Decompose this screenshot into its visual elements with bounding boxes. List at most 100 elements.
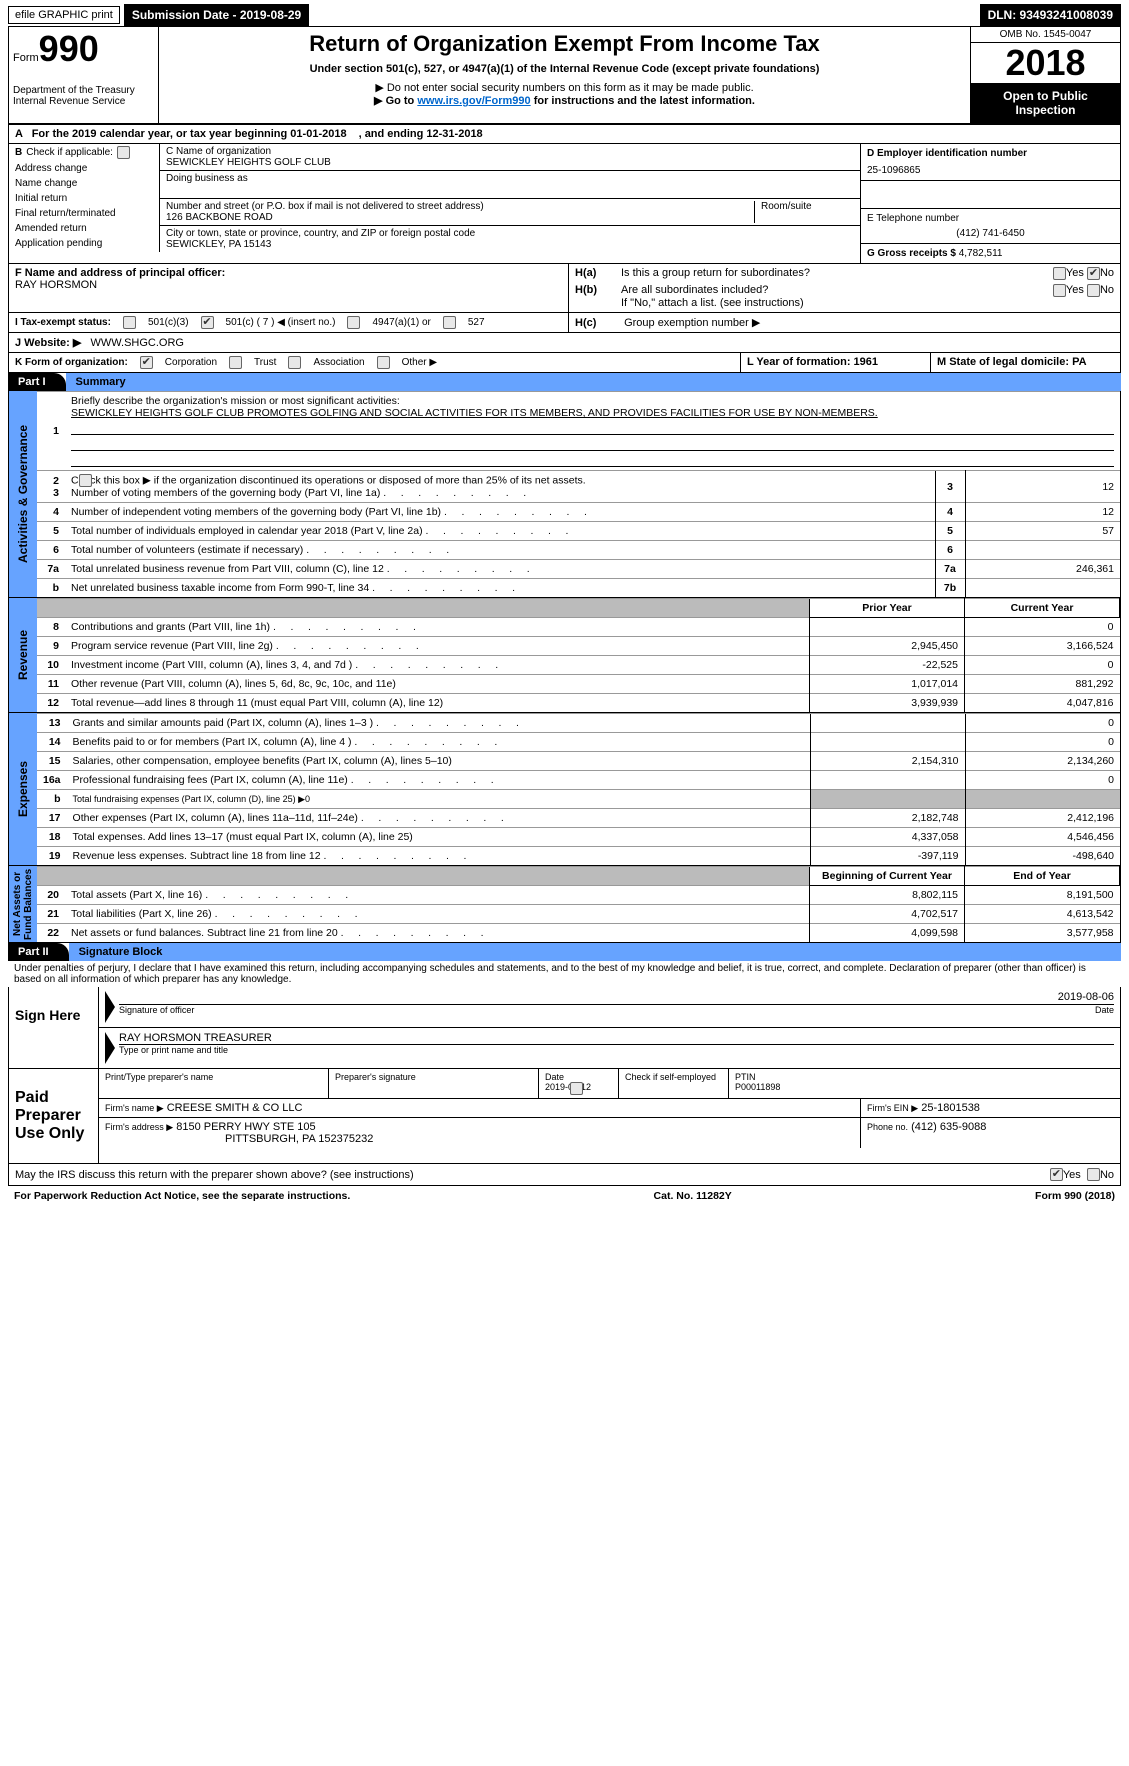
line-17-text: Other expenses (Part IX, column (A), lin… bbox=[73, 812, 504, 824]
check-amended: Amended return bbox=[15, 223, 87, 234]
line-2-checkbox[interactable] bbox=[79, 474, 92, 487]
no-label: No bbox=[1100, 267, 1114, 280]
line-5-text: Total number of individuals employed in … bbox=[71, 525, 568, 537]
line-1-label: Briefly describe the organization's miss… bbox=[71, 395, 400, 407]
form-title: Return of Organization Exempt From Incom… bbox=[169, 31, 960, 57]
501c-checkbox[interactable] bbox=[201, 316, 214, 329]
line-7b-text: Net unrelated business taxable income fr… bbox=[71, 582, 515, 594]
line-21-text: Total liabilities (Part X, line 26) bbox=[71, 908, 358, 920]
check-initial-return: Initial return bbox=[15, 193, 67, 204]
field-e-value: (412) 741-6450 bbox=[867, 228, 1114, 239]
field-street-label: Number and street (or P.O. box if mail i… bbox=[166, 201, 754, 212]
line-11-text: Other revenue (Part VIII, column (A), li… bbox=[71, 678, 396, 690]
h-a-yes-checkbox[interactable] bbox=[1053, 267, 1066, 280]
h-b-yes-checkbox[interactable] bbox=[1053, 284, 1066, 297]
line-8-text: Contributions and grants (Part VIII, lin… bbox=[71, 621, 416, 633]
line-a-ending: , and ending 12-31-2018 bbox=[353, 125, 489, 143]
field-g-label: G Gross receipts $ bbox=[867, 248, 956, 259]
irs-link[interactable]: www.irs.gov/Form990 bbox=[417, 95, 530, 107]
sign-here-label: Sign Here bbox=[9, 987, 99, 1068]
goto-suffix: for instructions and the latest informat… bbox=[531, 95, 755, 107]
h-a-text: Is this a group return for subordinates? bbox=[621, 267, 1053, 280]
sign-arrow-icon-2 bbox=[105, 1032, 115, 1064]
field-street-value: 126 BACKBONE ROAD bbox=[166, 212, 754, 223]
field-e-label: E Telephone number bbox=[867, 213, 1114, 224]
check-pending: Application pending bbox=[15, 238, 102, 249]
field-c-label: C Name of organization bbox=[166, 146, 854, 157]
firm-addr-value: 8150 PERRY HWY STE 105 bbox=[176, 1121, 315, 1133]
h-c-label: H(c) bbox=[575, 317, 621, 329]
line-16a-text: Professional fundraising fees (Part IX, … bbox=[73, 774, 494, 786]
submission-date-box: Submission Date - 2019-08-29 bbox=[124, 4, 309, 26]
trust-checkbox[interactable] bbox=[229, 356, 242, 369]
sig-officer-label: Signature of officer bbox=[119, 1005, 1095, 1015]
part-i-tab: Part I bbox=[8, 373, 66, 391]
discuss-yes-checkbox[interactable] bbox=[1050, 1168, 1063, 1181]
ptin-label: PTIN bbox=[735, 1072, 756, 1082]
h-b-no-checkbox[interactable] bbox=[1087, 284, 1100, 297]
firm-ein-label: Firm's EIN ▶ bbox=[867, 1103, 918, 1113]
h-a-label: H(a) bbox=[575, 267, 621, 280]
firm-name-value: CREESE SMITH & CO LLC bbox=[167, 1102, 303, 1114]
current-year-header: Current Year bbox=[965, 599, 1120, 618]
label-net-assets: Net Assets or Fund Balances bbox=[9, 866, 37, 942]
line-10-text: Investment income (Part VIII, column (A)… bbox=[71, 659, 498, 671]
field-city-value: SEWICKLEY, PA 15143 bbox=[166, 239, 854, 250]
h-a-no-checkbox[interactable] bbox=[1087, 267, 1100, 280]
field-f-label: F Name and address of principal officer: bbox=[15, 267, 225, 279]
part-ii-title: Signature Block bbox=[69, 943, 1121, 961]
line-20-text: Total assets (Part X, line 16) bbox=[71, 889, 348, 901]
4947-checkbox[interactable] bbox=[347, 316, 360, 329]
line-5-value: 57 bbox=[965, 522, 1120, 541]
sign-arrow-icon bbox=[105, 991, 115, 1023]
part-i-title: Summary bbox=[66, 373, 1121, 391]
line-j-label: J Website: ▶ bbox=[15, 337, 81, 349]
field-d-label: D Employer identification number bbox=[867, 148, 1027, 159]
527-checkbox[interactable] bbox=[443, 316, 456, 329]
line-7b-value bbox=[965, 579, 1120, 598]
line-6-text: Total number of volunteers (estimate if … bbox=[71, 544, 449, 556]
line-1-text: SEWICKLEY HEIGHTS GOLF CLUB PROMOTES GOL… bbox=[71, 407, 878, 419]
sig-date-label: Date bbox=[1095, 1005, 1114, 1015]
field-g-value: 4,782,511 bbox=[959, 248, 1003, 259]
h-b-text: Are all subordinates included? bbox=[621, 284, 1053, 297]
line-4-value: 12 bbox=[965, 503, 1120, 522]
end-year-header: End of Year bbox=[965, 867, 1120, 886]
footer-form: Form 990 (2018) bbox=[1035, 1190, 1115, 1202]
form-subtitle-1: Under section 501(c), 527, or 4947(a)(1)… bbox=[169, 63, 960, 75]
prior-year-header: Prior Year bbox=[810, 599, 965, 618]
line-14-text: Benefits paid to or for members (Part IX… bbox=[73, 736, 498, 748]
ptin-value: P00011898 bbox=[735, 1082, 780, 1092]
open-inspection: Open to Public Inspection bbox=[971, 83, 1120, 123]
field-room-label: Room/suite bbox=[754, 201, 854, 223]
line-3-value: 12 bbox=[965, 471, 1120, 503]
field-city-label: City or town, state or province, country… bbox=[166, 228, 854, 239]
field-f-value: RAY HORSMON bbox=[15, 279, 97, 291]
line-12-text: Total revenue—add lines 8 through 11 (mu… bbox=[71, 697, 443, 709]
firm-name-label: Firm's name ▶ bbox=[105, 1103, 164, 1113]
begin-year-header: Beginning of Current Year bbox=[810, 867, 965, 886]
check-name-change: Name change bbox=[15, 178, 77, 189]
dln-box: DLN: 93493241008039 bbox=[980, 4, 1121, 26]
preparer-date-value: 2019-08-12 bbox=[545, 1082, 591, 1092]
line-l: L Year of formation: 1961 bbox=[747, 356, 878, 368]
h-c-text: Group exemption number ▶ bbox=[624, 317, 760, 329]
tax-year: 2018 bbox=[971, 43, 1120, 83]
line-13-text: Grants and similar amounts paid (Part IX… bbox=[73, 717, 519, 729]
line-3-text: Number of voting members of the governin… bbox=[71, 487, 526, 499]
line-2-text: Check this box ▶ if the organization dis… bbox=[71, 474, 586, 486]
self-employed-checkbox[interactable] bbox=[570, 1082, 583, 1095]
corp-checkbox[interactable] bbox=[140, 356, 153, 369]
footer-catno: Cat. No. 11282Y bbox=[654, 1190, 732, 1202]
line-15-text: Salaries, other compensation, employee b… bbox=[73, 755, 452, 767]
label-activities: Activities & Governance bbox=[9, 391, 37, 597]
preparer-date-label: Date bbox=[545, 1072, 564, 1082]
assoc-checkbox[interactable] bbox=[288, 356, 301, 369]
penalty-text: Under penalties of perjury, I declare th… bbox=[8, 961, 1121, 987]
other-checkbox[interactable] bbox=[377, 356, 390, 369]
checkbox-any[interactable] bbox=[117, 146, 130, 159]
form-number: 990 bbox=[39, 28, 99, 69]
discuss-no-checkbox[interactable] bbox=[1087, 1168, 1100, 1181]
501c3-checkbox[interactable] bbox=[123, 316, 136, 329]
line-4-text: Number of independent voting members of … bbox=[71, 506, 587, 518]
